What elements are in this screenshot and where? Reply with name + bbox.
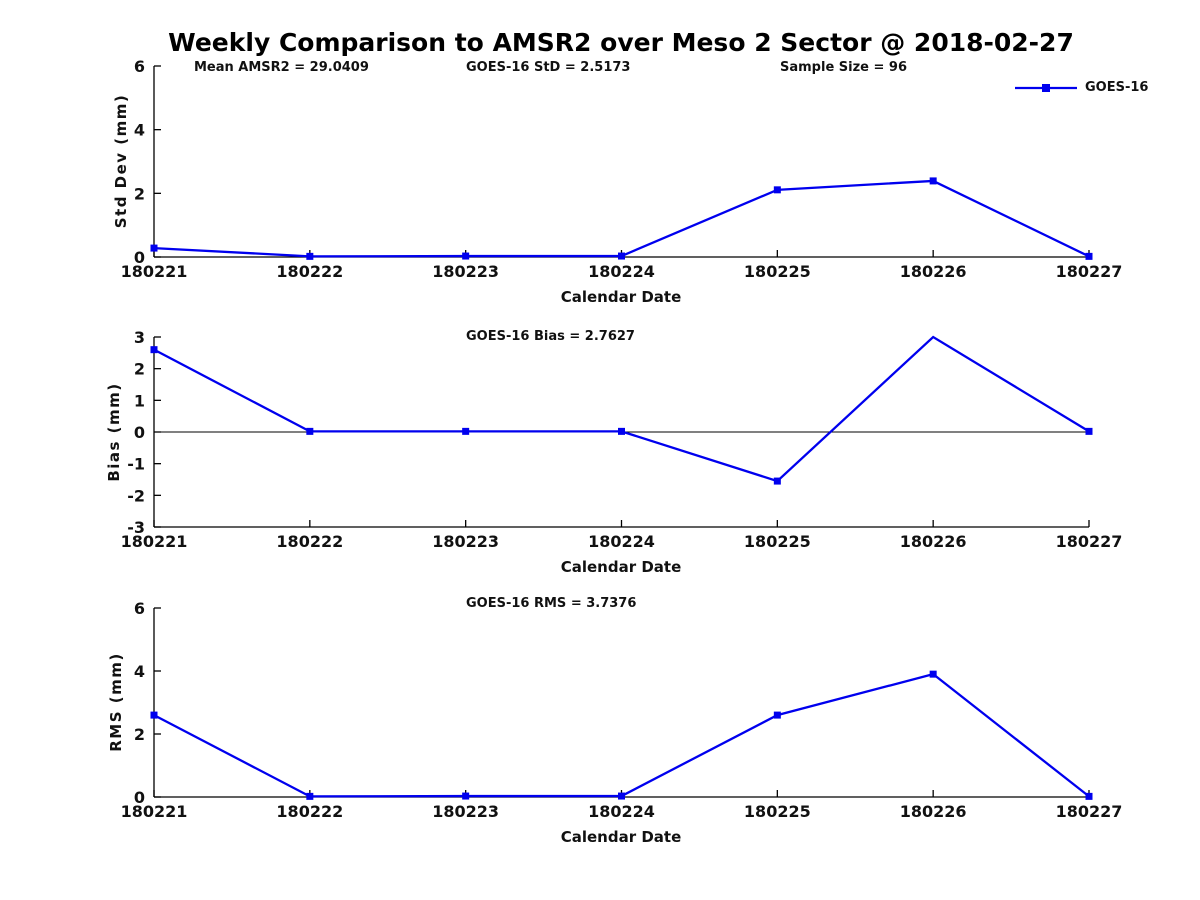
data-point-marker (306, 252, 314, 260)
annotation-sample-size: Sample Size = 96 (780, 60, 908, 75)
data-point-marker (1085, 792, 1093, 800)
annotation-mean-amsr2: Mean AMSR2 = 29.0409 (194, 60, 369, 75)
y-tick-label: 4 (134, 121, 145, 140)
data-point-marker (1085, 427, 1093, 435)
y-tick-label: 6 (134, 599, 145, 618)
legend-label: GOES-16 (1085, 80, 1149, 95)
data-point-marker (618, 792, 625, 800)
x-tick-label: 180222 (276, 802, 343, 821)
x-tick-label: 180222 (276, 532, 343, 551)
x-tick-label: 180225 (744, 262, 811, 281)
x-tick-label: 180225 (744, 532, 811, 551)
data-point-marker (462, 792, 470, 800)
y-tick-label: 4 (134, 662, 145, 681)
x-tick-label: 180226 (900, 262, 967, 281)
xlabel-subplot1: Calendar Date (560, 288, 682, 306)
y-tick-label: 0 (134, 423, 145, 442)
x-tick-label: 180226 (900, 532, 967, 551)
y-tick-label: 2 (134, 184, 145, 203)
legend: GOES-16 (1014, 80, 1148, 95)
data-point-marker (773, 477, 781, 485)
data-point-marker (929, 177, 937, 185)
y-tick-label: 6 (134, 57, 145, 76)
x-tick-label: 180223 (432, 262, 499, 281)
legend-line-marker-icon (1015, 83, 1077, 92)
data-point-marker (1085, 252, 1093, 260)
x-tick-label: 180223 (432, 532, 499, 551)
y-tick-label: -3 (127, 518, 145, 537)
x-tick-label: 180227 (1056, 532, 1123, 551)
y-tick-label: 2 (134, 725, 145, 744)
y-tick-label: 1 (134, 391, 145, 410)
data-point-marker (618, 427, 625, 435)
annotation-goes-bias: GOES-16 Bias = 2.7627 (466, 329, 635, 344)
data-point-marker (150, 711, 158, 719)
x-tick-label: 180224 (588, 802, 655, 821)
x-tick-label: 180227 (1056, 802, 1123, 821)
x-tick-label: 180221 (121, 262, 188, 281)
goes16-line (153, 672, 1090, 798)
x-tick-label: 180223 (432, 802, 499, 821)
data-point-marker (929, 670, 937, 678)
goes16-line (153, 179, 1090, 258)
x-tick-label: 180224 (588, 262, 655, 281)
data-point-marker (306, 427, 314, 435)
xlabel-subplot2: Calendar Date (560, 558, 682, 576)
data-point-marker (618, 252, 625, 260)
y-tick-label: 3 (134, 328, 145, 347)
x-tick-label: 180225 (744, 802, 811, 821)
data-point-marker (773, 711, 781, 719)
figure-title: Weekly Comparison to AMSR2 over Meso 2 S… (168, 28, 1074, 57)
goes16-line (153, 335, 1090, 483)
x-tick-label: 180221 (121, 802, 188, 821)
x-tick-label: 180222 (276, 262, 343, 281)
data-point-marker (150, 346, 158, 354)
data-point-marker (773, 186, 781, 194)
data-point-marker (462, 427, 470, 435)
y-tick-label: 2 (134, 360, 145, 379)
x-tick-label: 180227 (1056, 262, 1123, 281)
annotation-goes-rms: GOES-16 RMS = 3.7376 (466, 596, 637, 611)
y-tick-label: -2 (127, 486, 145, 505)
y-tick-label: -1 (127, 455, 145, 474)
xlabel-subplot3: Calendar Date (560, 828, 682, 846)
data-point-marker (150, 244, 158, 252)
x-tick-label: 180221 (121, 532, 188, 551)
y-tick-label: 0 (134, 248, 145, 267)
x-tick-label: 180226 (900, 802, 967, 821)
annotation-goes-std: GOES-16 StD = 2.5173 (466, 60, 631, 75)
data-point-marker (462, 252, 470, 260)
x-tick-label: 180224 (588, 532, 655, 551)
y-tick-label: 0 (134, 788, 145, 807)
data-point-marker (306, 792, 314, 800)
